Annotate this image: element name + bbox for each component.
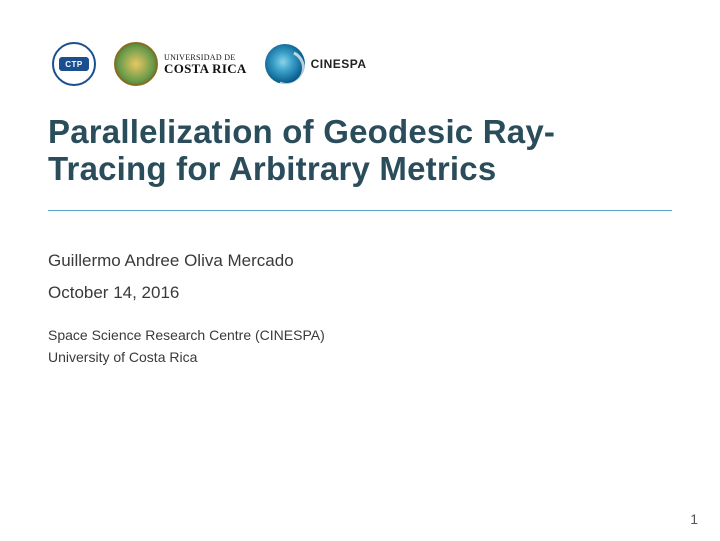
slide-title: Parallelization of Geodesic Ray-Tracing … (48, 114, 672, 188)
logo-row: CTP UNIVERSIDAD DE COSTA RICA CINESPA (48, 42, 672, 86)
ucr-crest-icon (114, 42, 158, 86)
affiliation-block: Space Science Research Centre (CINESPA) … (48, 325, 672, 368)
ucr-bottom-line: COSTA RICA (164, 62, 247, 75)
slide: CTP UNIVERSIDAD DE COSTA RICA CINESPA Pa… (0, 0, 720, 541)
cinespa-label: CINESPA (311, 57, 367, 71)
title-divider (48, 210, 672, 211)
ucr-text: UNIVERSIDAD DE COSTA RICA (164, 54, 247, 75)
logo-cinespa: CINESPA (265, 44, 367, 84)
presentation-date: October 14, 2016 (48, 283, 672, 303)
cinespa-swirl-icon (265, 44, 305, 84)
logo-ucr: UNIVERSIDAD DE COSTA RICA (114, 42, 247, 86)
affiliation-line-1: Space Science Research Centre (CINESPA) (48, 325, 672, 347)
ictp-circle-icon: CTP (52, 42, 96, 86)
page-number: 1 (690, 511, 698, 527)
author-name: Guillermo Andree Oliva Mercado (48, 251, 672, 271)
logo-ictp: CTP (52, 42, 96, 86)
affiliation-line-2: University of Costa Rica (48, 347, 672, 369)
ictp-label: CTP (59, 57, 89, 71)
